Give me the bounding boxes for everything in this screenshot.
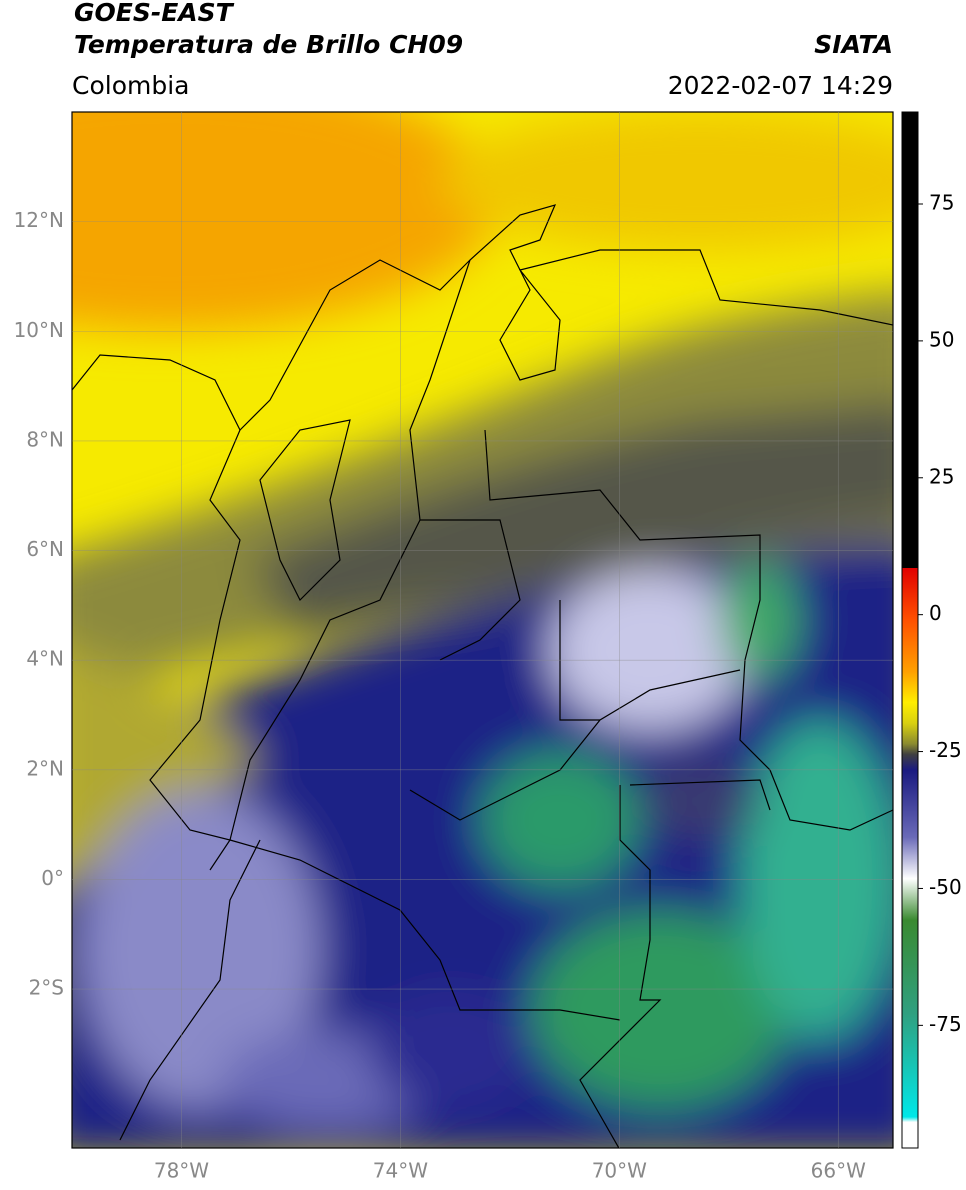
map-frame [71, 111, 894, 1149]
y-tick-label: 2°S [29, 976, 64, 1000]
subtitle: Temperatura de Brillo CH09 [74, 30, 464, 59]
colorbar-tick-label: 25 [929, 464, 954, 488]
x-tick-label: 70°W [592, 1159, 647, 1183]
colorbar-tick-label: -75 [929, 1012, 962, 1036]
satellite-image [72, 112, 893, 1148]
colorbar [901, 111, 919, 1149]
colorbar-tick-label: -50 [929, 875, 962, 899]
colorbar-tick-label: 0 [929, 601, 942, 625]
source: SIATA [814, 30, 893, 59]
y-tick-label: 12°N [14, 208, 64, 232]
y-tick-label: 0° [41, 866, 64, 890]
x-tick-label: 74°W [373, 1159, 428, 1183]
y-tick-label: 6°N [26, 537, 64, 561]
y-tick-label: 10°N [14, 318, 64, 342]
colorbar-tick-label: 75 [929, 190, 954, 214]
boundaries [72, 204, 893, 1148]
y-tick-label: 8°N [26, 427, 64, 451]
timestamp: 2022-02-07 14:29 [667, 71, 893, 100]
y-tick-label: 2°N [26, 756, 64, 780]
colorbar-tick-label: -25 [929, 738, 962, 762]
x-tick-label: 66°W [811, 1159, 866, 1183]
x-tick-label: 78°W [154, 1159, 209, 1183]
y-tick-label: 4°N [26, 647, 64, 671]
colorbar-tick-label: 50 [929, 327, 954, 351]
title: GOES-EAST [74, 0, 233, 27]
region: Colombia [72, 71, 190, 100]
